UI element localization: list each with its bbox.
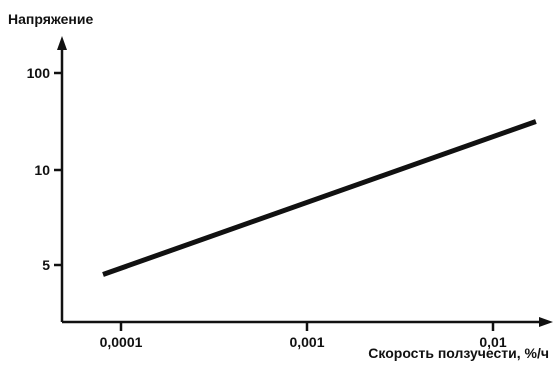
y-axis-title: Напряжение — [8, 11, 93, 27]
y-tick-label: 100 — [27, 65, 51, 81]
y-axis-arrow — [57, 36, 67, 50]
x-tick-label: 0,01 — [479, 334, 506, 350]
y-tick-label: 10 — [34, 162, 50, 178]
x-tick-label: 0,001 — [289, 334, 324, 350]
x-axis-arrow — [539, 317, 553, 327]
x-tick-label: 0,0001 — [100, 334, 143, 350]
x-axis-title: Скорость ползучести, %/ч — [368, 345, 549, 361]
stress-creep-line — [102, 119, 537, 277]
axes — [57, 36, 553, 327]
y-tick-label: 5 — [42, 257, 50, 273]
ticks: 5 10 100 0,0001 0,001 0,01 — [27, 65, 507, 350]
series — [102, 119, 537, 277]
